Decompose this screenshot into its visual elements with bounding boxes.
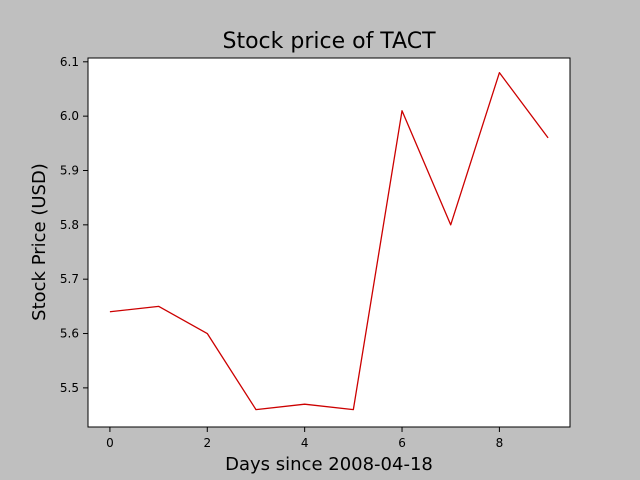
x-axis-label: Days since 2008-04-18	[225, 454, 433, 475]
x-tick-label: 0	[106, 436, 114, 450]
x-tick-label: 6	[398, 436, 406, 450]
y-tick-label: 5.9	[60, 163, 79, 177]
y-tick-label: 5.7	[60, 272, 79, 286]
plot-area	[87, 57, 571, 428]
series-layer	[109, 72, 549, 411]
y-tick-label: 6.1	[60, 55, 79, 69]
series-line	[109, 72, 549, 411]
y-tick-label: 5.6	[60, 327, 79, 341]
y-axis-label: Stock Price (USD)	[29, 163, 50, 321]
x-tick-label: 4	[301, 436, 309, 450]
y-tick-label: 6.0	[60, 109, 79, 123]
x-tick-label: 8	[496, 436, 504, 450]
ticks-layer: 0 2 4 6 8 5.5 5.6 5.7 5.8 5.9 6.0 6.1	[60, 55, 503, 450]
y-tick-label: 5.5	[60, 381, 79, 395]
chart-title: Stock price of TACT	[222, 29, 436, 54]
y-tick-label: 5.8	[60, 218, 79, 232]
x-tick-label: 2	[203, 436, 211, 450]
